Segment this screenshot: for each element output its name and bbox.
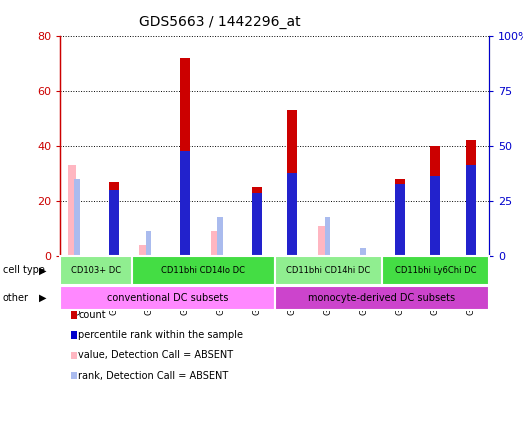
Bar bbox=[67, 165, 75, 256]
Bar bbox=[430, 146, 440, 256]
Bar bbox=[324, 217, 330, 256]
Text: other: other bbox=[3, 293, 29, 303]
Bar bbox=[466, 140, 476, 256]
Bar bbox=[430, 176, 440, 256]
Text: CD103+ DC: CD103+ DC bbox=[71, 266, 121, 275]
Bar bbox=[60, 256, 132, 285]
Bar bbox=[217, 217, 223, 256]
Bar bbox=[466, 165, 476, 256]
Bar bbox=[109, 190, 119, 256]
Text: GDS5663 / 1442296_at: GDS5663 / 1442296_at bbox=[139, 15, 301, 29]
Text: CD11bhi Ly6Chi DC: CD11bhi Ly6Chi DC bbox=[395, 266, 476, 275]
Text: value, Detection Call = ABSENT: value, Detection Call = ABSENT bbox=[78, 350, 233, 360]
Bar bbox=[180, 58, 190, 256]
Text: count: count bbox=[78, 310, 106, 320]
Bar bbox=[211, 231, 219, 256]
Text: rank, Detection Call = ABSENT: rank, Detection Call = ABSENT bbox=[78, 371, 229, 381]
Text: ▶: ▶ bbox=[39, 265, 47, 275]
Text: ▶: ▶ bbox=[39, 293, 47, 303]
Bar bbox=[252, 187, 262, 256]
Bar bbox=[275, 256, 382, 285]
Text: percentile rank within the sample: percentile rank within the sample bbox=[78, 330, 243, 340]
Bar bbox=[395, 179, 405, 256]
Bar bbox=[132, 256, 275, 285]
Text: cell type: cell type bbox=[3, 265, 44, 275]
Text: CD11bhi CD14hi DC: CD11bhi CD14hi DC bbox=[286, 266, 370, 275]
Bar bbox=[139, 245, 147, 256]
Bar bbox=[318, 226, 326, 256]
Bar bbox=[360, 247, 366, 256]
Text: monocyte-derived DC subsets: monocyte-derived DC subsets bbox=[308, 293, 456, 303]
Text: CD11bhi CD14lo DC: CD11bhi CD14lo DC bbox=[161, 266, 245, 275]
Bar bbox=[288, 110, 298, 256]
Bar bbox=[288, 173, 298, 256]
Bar bbox=[180, 151, 190, 256]
Bar bbox=[109, 182, 119, 256]
Bar bbox=[382, 256, 489, 285]
Bar bbox=[60, 286, 275, 310]
Text: conventional DC subsets: conventional DC subsets bbox=[107, 293, 228, 303]
Bar bbox=[252, 193, 262, 256]
Bar bbox=[395, 184, 405, 256]
Bar bbox=[146, 231, 151, 256]
Bar bbox=[74, 179, 80, 256]
Bar bbox=[275, 286, 489, 310]
